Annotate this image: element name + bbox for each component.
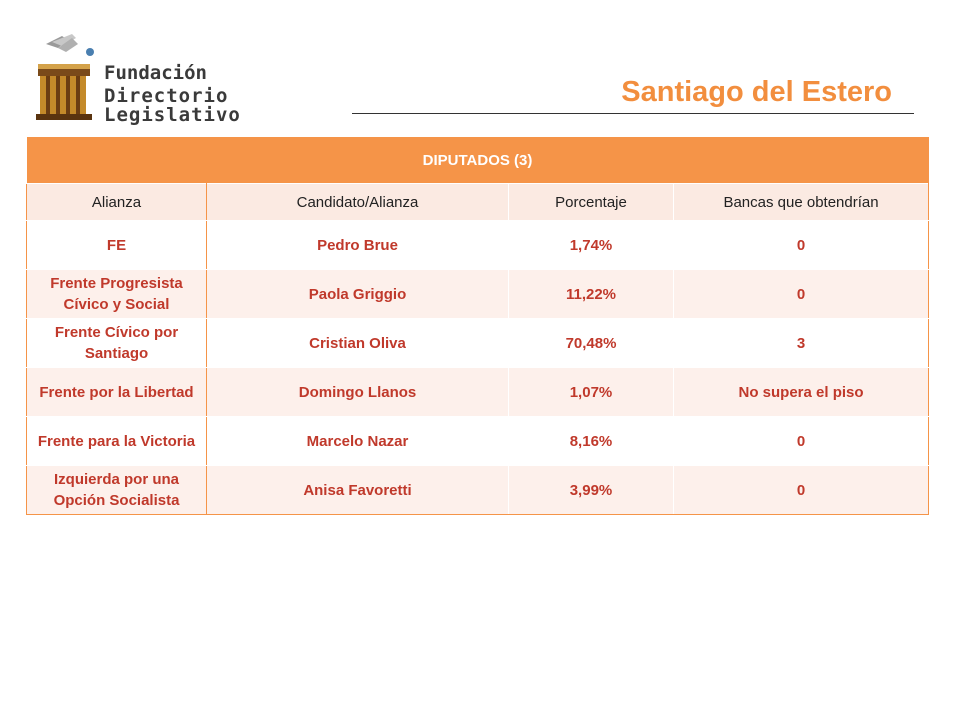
- cell-candidato: Domingo Llanos: [206, 367, 509, 417]
- cell-porcentaje: 1,07%: [508, 367, 674, 417]
- table-row: Frente para la Victoria Marcelo Nazar 8,…: [26, 416, 930, 466]
- cell-porcentaje: 1,74%: [508, 220, 674, 270]
- cell-bancas: 0: [672, 220, 930, 270]
- table-row: Frente por la Libertad Domingo Llanos 1,…: [26, 367, 930, 417]
- cell-alianza: Frente Progresista Cívico y Social: [26, 269, 207, 319]
- cell-porcentaje: 3,99%: [508, 465, 674, 515]
- cell-porcentaje: 70,48%: [508, 318, 674, 368]
- cell-candidato: Cristian Oliva: [206, 318, 509, 368]
- logo-line-2: Directorio Legislativo: [104, 85, 241, 126]
- cell-porcentaje: 8,16%: [508, 416, 674, 466]
- cell-bancas: 3: [672, 318, 930, 368]
- results-table: DIPUTADOS (3) Alianza Candidato/Alianza …: [26, 137, 930, 515]
- cell-alianza: Izquierda por una Opción Socialista: [26, 465, 207, 515]
- fundacion-logo: Fundación Directorio Legislativo: [32, 34, 342, 125]
- col-header-porcentaje: Porcentaje: [508, 183, 674, 221]
- cell-bancas: No supera el piso: [672, 367, 930, 417]
- title-divider: [352, 113, 914, 114]
- table-row: Frente Cívico por Santiago Cristian Oliv…: [26, 318, 930, 368]
- page-title: Santiago del Estero: [621, 76, 892, 108]
- col-header-bancas: Bancas que obtendrían: [672, 183, 930, 221]
- cell-alianza: Frente por la Libertad: [26, 367, 207, 417]
- logo-line-1: Fundación: [104, 62, 207, 84]
- table-row: FE Pedro Brue 1,74% 0: [26, 220, 930, 270]
- cell-bancas: 0: [672, 465, 930, 515]
- col-header-alianza: Alianza: [26, 183, 207, 221]
- logo-text: Fundación Directorio Legislativo: [104, 64, 342, 125]
- cell-alianza: FE: [26, 220, 207, 270]
- col-header-candidato: Candidato/Alianza: [206, 183, 509, 221]
- table-header: DIPUTADOS (3): [26, 137, 929, 184]
- table-row: Izquierda por una Opción Socialista Anis…: [26, 465, 930, 515]
- cell-alianza: Frente para la Victoria: [26, 416, 207, 466]
- building-logo-icon: [36, 34, 94, 120]
- cell-alianza: Frente Cívico por Santiago: [26, 318, 207, 368]
- cell-bancas: 0: [672, 269, 930, 319]
- table-row: Frente Progresista Cívico y Social Paola…: [26, 269, 930, 319]
- cell-candidato: Anisa Favoretti: [206, 465, 509, 515]
- cell-porcentaje: 11,22%: [508, 269, 674, 319]
- column-header-row: Alianza Candidato/Alianza Porcentaje Ban…: [26, 183, 930, 221]
- cell-candidato: Paola Griggio: [206, 269, 509, 319]
- cell-bancas: 0: [672, 416, 930, 466]
- cell-candidato: Pedro Brue: [206, 220, 509, 270]
- cell-candidato: Marcelo Nazar: [206, 416, 509, 466]
